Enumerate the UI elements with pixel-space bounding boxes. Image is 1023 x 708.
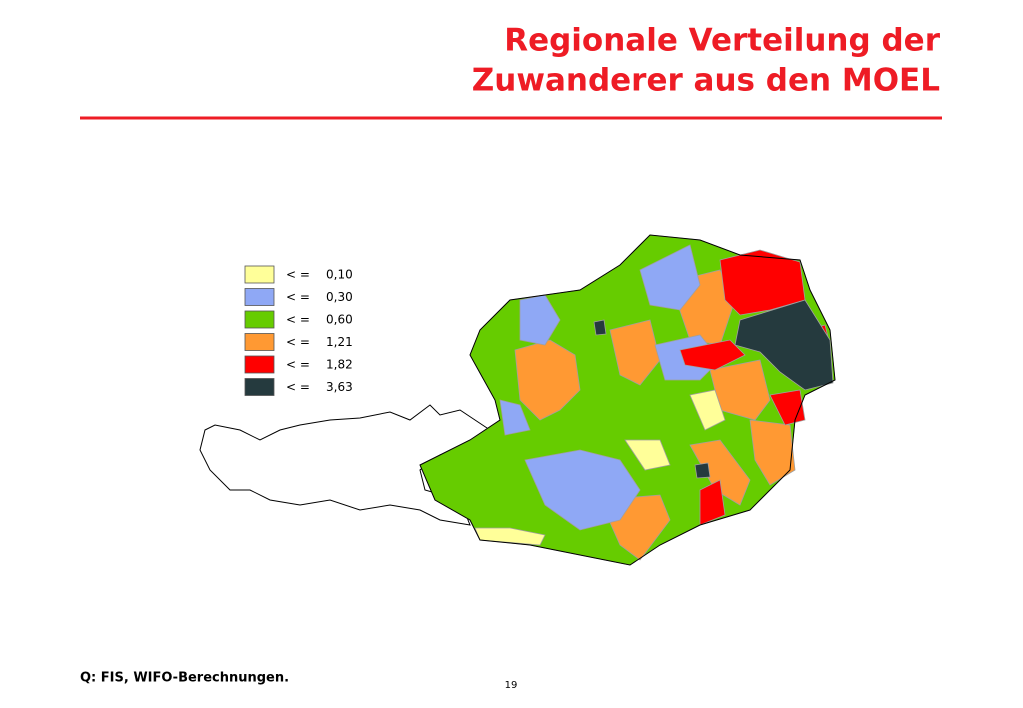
legend-label: 0,30 <box>326 290 353 304</box>
legend-label: 0,10 <box>326 268 353 282</box>
region <box>679 339 746 371</box>
legend-swatch <box>244 378 275 396</box>
legend-label: 0,60 <box>326 313 353 327</box>
legend-swatch <box>244 310 275 329</box>
legend-label: 1,82 <box>326 358 353 372</box>
region <box>699 479 726 526</box>
region <box>609 319 661 386</box>
title-line: Zuwanderer aus den MOEL <box>472 63 940 99</box>
legend-operator: < = <box>286 358 310 372</box>
title-line: Regionale Verteilung der <box>504 23 940 59</box>
legend-label: 3,63 <box>326 380 353 394</box>
legend-operator: < = <box>286 335 310 349</box>
page-number: 19 <box>505 680 518 691</box>
legend: < = 0,10 < = 0,30 < = 0,60 < = 1,21 < = 1,82 < = 3,… <box>244 265 353 396</box>
region <box>499 399 531 436</box>
legend-swatch <box>244 288 275 306</box>
region <box>593 319 607 336</box>
legend-operator: < = <box>286 290 310 304</box>
region <box>514 339 581 421</box>
map <box>199 234 836 566</box>
source-note: Q: FIS, WIFO-Berechnungen. <box>80 671 289 686</box>
region <box>734 299 834 391</box>
legend-operator: < = <box>286 380 310 394</box>
legend-label: 1,21 <box>326 335 353 349</box>
region <box>689 439 751 506</box>
legend-swatch <box>244 355 275 374</box>
region <box>624 439 671 471</box>
legend-operator: < = <box>286 268 310 282</box>
region <box>524 449 641 531</box>
region <box>639 244 701 311</box>
vienna-outline <box>419 234 836 566</box>
legend-swatch <box>244 265 275 284</box>
legend-swatch <box>244 333 275 351</box>
region <box>689 389 726 431</box>
legend-operator: < = <box>286 313 310 327</box>
region <box>694 462 711 479</box>
